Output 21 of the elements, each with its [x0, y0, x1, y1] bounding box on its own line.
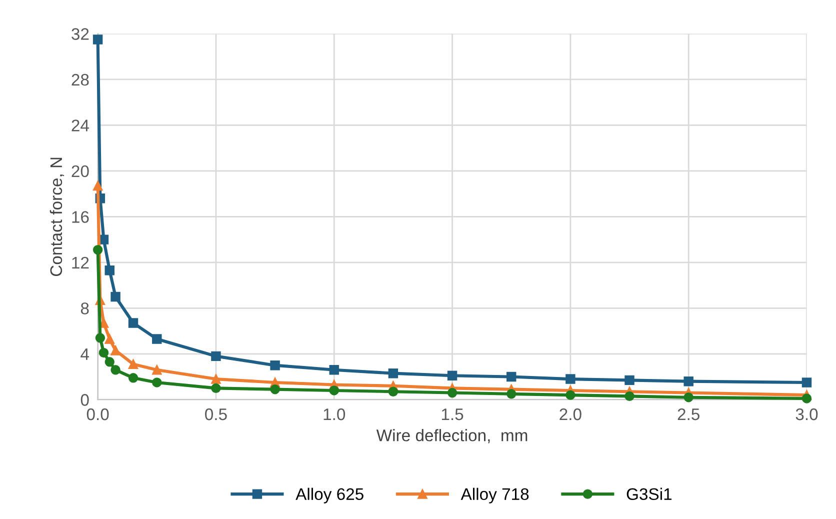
legend-label: G3Si1	[626, 488, 672, 500]
x-tick-label: 0.0	[86, 408, 109, 420]
legend-label: Alloy 625	[296, 488, 364, 504]
x-tick-label: 1.5	[442, 408, 464, 420]
y-tick-label: 0	[80, 394, 89, 406]
y-axis-title: Contact force, N	[50, 158, 64, 276]
y-tick-label: 20	[72, 165, 89, 178]
x-tick-label: 3.0	[796, 408, 818, 420]
y-tick-label: 16	[72, 211, 89, 223]
x-tick-label: 0.5	[205, 408, 227, 420]
legend-label: Alloy 718	[460, 488, 529, 504]
x-axis-title: Wire deflection, mm	[376, 429, 528, 444]
x-tick-label: 2.5	[678, 408, 700, 420]
y-tick-label: 12	[72, 256, 89, 268]
x-tick-label: 2.0	[560, 408, 582, 420]
y-tick-label: 8	[80, 302, 89, 314]
y-tick-label: 28	[72, 74, 89, 86]
x-tick-label: 1.0	[324, 408, 346, 420]
y-tick-label: 4	[80, 348, 89, 360]
y-tick-label: 32	[72, 28, 89, 40]
y-tick-label: 24	[72, 120, 89, 132]
